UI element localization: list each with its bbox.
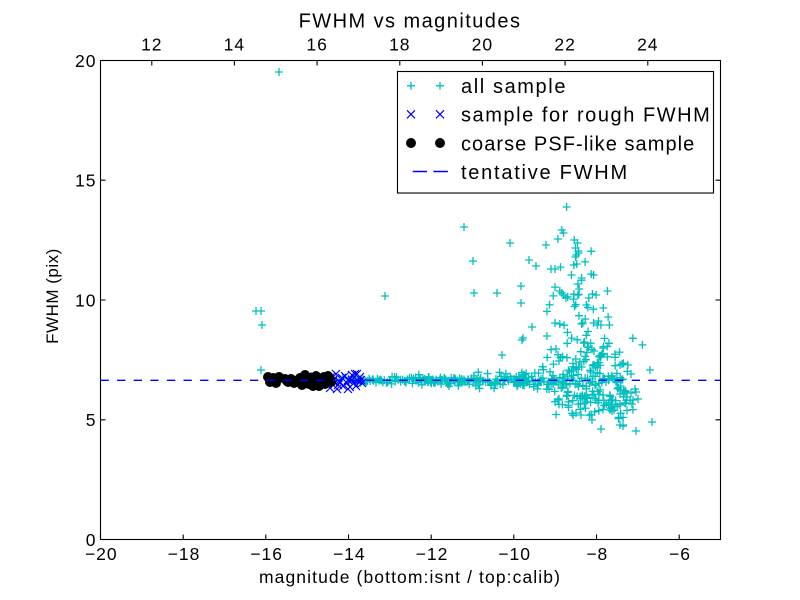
svg-text:−20: −20 [85,544,118,564]
svg-text:−18: −18 [168,544,201,564]
svg-text:sample for rough FWHM: sample for rough FWHM [461,105,711,127]
svg-text:−16: −16 [250,544,283,564]
svg-text:0: 0 [86,530,97,550]
svg-text:−10: −10 [498,544,531,564]
svg-text:magnitude (bottom:isnt / top:c: magnitude (bottom:isnt / top:calib) [259,567,561,587]
svg-text:−14: −14 [333,544,366,564]
svg-text:14: 14 [224,35,245,55]
svg-text:FWHM (pix): FWHM (pix) [43,248,62,344]
svg-text:20: 20 [75,51,96,71]
svg-text:−8: −8 [586,544,608,564]
svg-text:all sample: all sample [461,76,567,98]
svg-text:12: 12 [141,35,162,55]
svg-text:10: 10 [75,290,96,310]
svg-text:FWHM vs magnitudes: FWHM vs magnitudes [299,11,522,33]
svg-text:5: 5 [86,410,97,430]
svg-text:24: 24 [637,35,658,55]
svg-text:22: 22 [554,35,575,55]
svg-text:tentative FWHM: tentative FWHM [461,162,629,184]
svg-text:18: 18 [389,35,410,55]
svg-text:16: 16 [306,35,327,55]
svg-text:20: 20 [472,35,493,55]
svg-text:15: 15 [75,171,96,191]
svg-text:−6: −6 [669,544,691,564]
svg-text:coarse PSF-like sample: coarse PSF-like sample [461,133,695,155]
svg-text:−12: −12 [416,544,449,564]
